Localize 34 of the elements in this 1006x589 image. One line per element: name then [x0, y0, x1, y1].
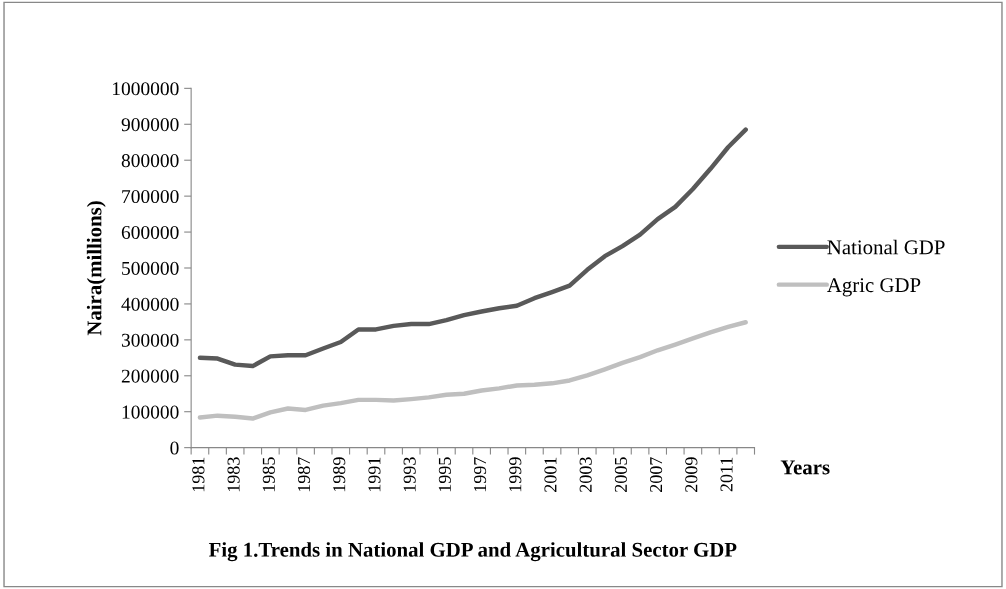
y-tick-label: 300000 [121, 333, 179, 347]
x-tick-label: 1981 [192, 457, 205, 492]
x-tick-label: 1997 [474, 457, 487, 492]
x-tick-label: 1989 [333, 457, 346, 492]
line-series [197, 127, 748, 369]
y-tick-label: 700000 [122, 189, 179, 204]
x-tick-label: 2009 [685, 457, 698, 492]
y-tick-label: 400000 [121, 297, 179, 311]
x-tick-label: 1993 [403, 457, 416, 492]
y-tick-label: 900000 [121, 118, 179, 132]
x-tick-label: 2003 [579, 457, 592, 492]
x-tick-label: 1999 [509, 457, 522, 492]
y-tick-label: 800000 [121, 154, 179, 168]
line-series [197, 320, 748, 421]
legend-label: Agric GDP [827, 278, 921, 297]
x-tick-label: 1991 [368, 457, 381, 492]
x-tick-label: 2001 [544, 457, 557, 492]
y-tick-label: 500000 [122, 261, 179, 275]
y-tick-label: 0 [170, 441, 179, 455]
x-axis-title: Years [780, 460, 830, 475]
x-tick-label: 2005 [614, 457, 627, 492]
legend-label: National GDP [827, 239, 945, 255]
x-tick-label: 2011 [720, 457, 733, 492]
x-tick-label: 1987 [297, 457, 311, 492]
x-tick-label: 1983 [227, 457, 240, 492]
y-tick-label: 1000000 [112, 82, 179, 96]
x-tick-label: 2007 [650, 457, 663, 492]
y-tick-label: 200000 [121, 369, 179, 383]
x-tick-label: 1985 [262, 457, 275, 492]
y-axis-title: Naira(millions) [86, 201, 106, 336]
x-tick-label: 1995 [438, 457, 451, 492]
text: Fig 1.Trends in National GDP and Agricultural Sector GDP [208, 542, 737, 562]
y-tick-label: 100000 [122, 405, 179, 419]
y-tick-label: 600000 [121, 225, 179, 239]
